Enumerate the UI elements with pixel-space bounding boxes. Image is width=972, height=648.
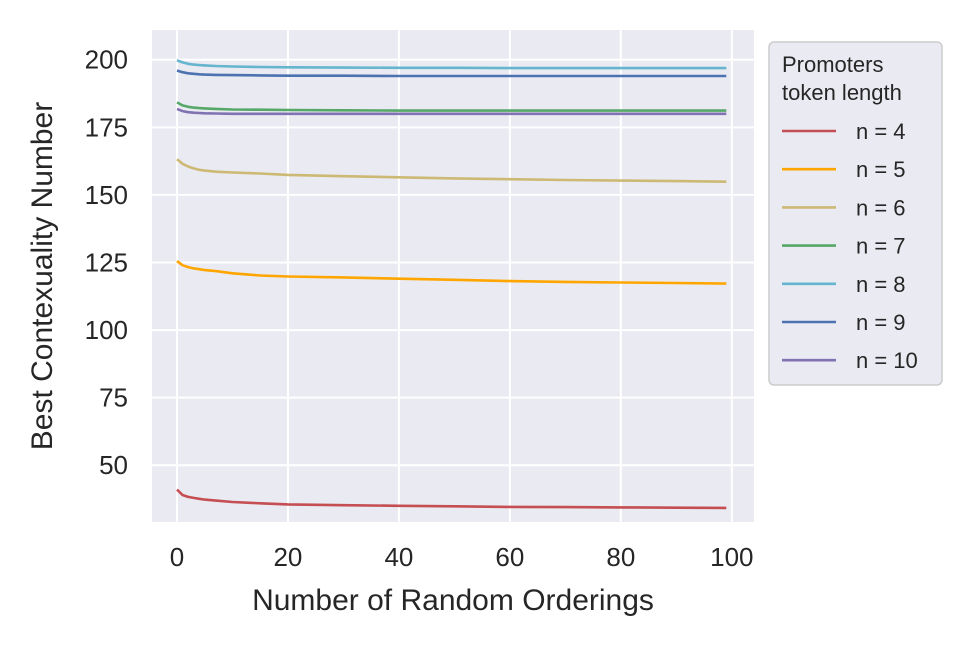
legend-label-1: n = 4	[856, 119, 906, 144]
x-tick-label: 0	[170, 542, 184, 572]
series-line-6	[176, 69, 727, 78]
grid-lines	[152, 30, 754, 522]
legend-label-3: n = 6	[856, 195, 906, 220]
y-tick-label: 125	[85, 247, 128, 277]
y-tick-labels: 50 75 100 125 150 175 200	[85, 45, 128, 480]
series-line-1	[176, 488, 727, 510]
series-line-3	[176, 158, 727, 183]
x-tick-label: 60	[495, 542, 524, 572]
series-line-4	[176, 101, 727, 112]
legend-label-6: n = 9	[856, 310, 906, 335]
legend-title-line-2: token length	[782, 80, 902, 105]
legend-label-2: n = 5	[856, 157, 906, 182]
plot-area	[152, 30, 754, 522]
x-axis-label: Number of Random Orderings	[252, 584, 654, 617]
y-tick-label: 100	[85, 315, 128, 345]
legend-items: n = 4 n = 5 n = 6 n = 7 n = 8 n = 9 n = 10	[782, 119, 918, 373]
series-lines	[176, 59, 727, 510]
x-tick-label: 80	[606, 542, 635, 572]
legend-title-line-1: Promoters	[782, 52, 883, 77]
y-tick-label: 175	[85, 112, 128, 142]
series-line-2	[176, 260, 727, 285]
x-tick-labels: 0 20 40 60 80 100	[170, 542, 754, 572]
legend-label-7: n = 10	[856, 348, 918, 373]
x-tick-label: 40	[384, 542, 413, 572]
legend: Promoters token length n = 4n = 5n = 6n …	[768, 41, 943, 386]
y-tick-label: 200	[85, 45, 128, 75]
legend-box	[768, 41, 943, 386]
y-tick-label: 150	[85, 180, 128, 210]
y-tick-label: 50	[99, 450, 128, 480]
x-tick-label: 100	[710, 542, 753, 572]
legend-label-4: n = 7	[856, 234, 906, 259]
y-tick-label: 75	[99, 383, 128, 413]
legend-label-5: n = 8	[856, 272, 906, 297]
y-axis-label: Best Contexuality Number	[26, 102, 59, 451]
x-tick-label: 20	[273, 542, 302, 572]
series-line-5	[176, 59, 727, 70]
series-line-7	[176, 107, 727, 116]
